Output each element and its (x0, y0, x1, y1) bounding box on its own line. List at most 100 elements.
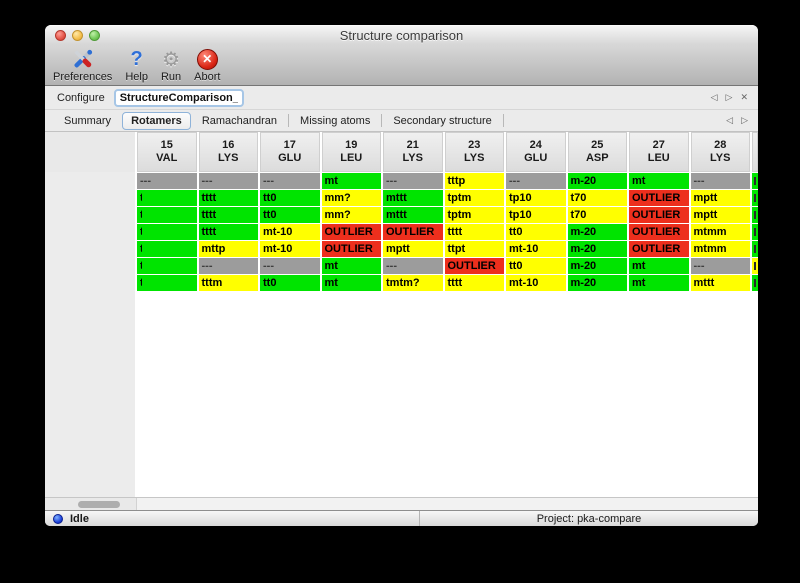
column-header[interactable]: 25 ASP (567, 132, 627, 172)
horizontal-scrollbar[interactable] (45, 497, 758, 510)
rotamer-cell[interactable]: tt0 (506, 224, 566, 240)
rotamer-cell[interactable]: tttm (198, 275, 258, 291)
column-header[interactable]: 19 LEU (321, 132, 381, 172)
rotamer-cell[interactable]: t (137, 224, 197, 240)
rotamer-cell[interactable]: OUTLIER (629, 207, 689, 223)
column-header[interactable]: 24 GLU (506, 132, 566, 172)
rotamer-cell[interactable]: tptm (444, 207, 504, 223)
rotamer-cell[interactable]: ttpt (444, 241, 504, 257)
rotamer-cell[interactable]: tp10 (506, 207, 566, 223)
rotamer-cell[interactable]: OUTLIER (629, 224, 689, 240)
preferences-button[interactable]: Preferences (53, 45, 112, 83)
rotamer-cell[interactable]: t (137, 258, 197, 274)
rotamer-cell[interactable]: tt0 (260, 190, 320, 206)
rotamer-cell[interactable]: --- (198, 173, 258, 189)
rotamer-cell[interactable]: mttt (383, 207, 443, 223)
next-config-icon[interactable]: ▷ (725, 92, 733, 102)
rotamer-cell[interactable]: t (137, 207, 197, 223)
title-bar[interactable]: Structure comparison (45, 25, 758, 45)
column-header[interactable]: 23 LYS (444, 132, 504, 172)
run-button[interactable]: ⚙ Run (161, 45, 181, 84)
rotamer-cell[interactable]: mptt (383, 241, 443, 257)
rotamer-cell[interactable]: OUTLIER (321, 241, 381, 257)
rotamer-cell[interactable]: --- (260, 258, 320, 274)
rotamer-cell[interactable]: --- (137, 173, 197, 189)
rotamer-cell[interactable]: t (137, 275, 197, 291)
rotamer-cell[interactable]: mt-10 (506, 275, 566, 291)
rotamer-cell[interactable]: mt-10 (260, 241, 320, 257)
rotamer-cell[interactable]: --- (198, 258, 258, 274)
rotamer-cell[interactable]: mt (629, 275, 689, 291)
rotamer-cell[interactable]: --- (383, 258, 443, 274)
rotamer-cell[interactable]: mttt (690, 275, 750, 291)
rotamer-cell[interactable]: mptt (690, 207, 750, 223)
rotamer-cell[interactable]: m-20 (567, 241, 627, 257)
rotamer-cell[interactable]: tttt (444, 224, 504, 240)
rotamer-cell[interactable]: mt (321, 275, 381, 291)
minimize-window-button[interactable] (72, 30, 83, 41)
rotamer-cell[interactable]: tttt (198, 207, 258, 223)
help-button[interactable]: ? Help (125, 45, 148, 84)
tab-ramachandran[interactable]: Ramachandran (201, 114, 278, 127)
rotamer-cell[interactable]: mptt (690, 190, 750, 206)
rotamer-cell[interactable]: tttt (444, 275, 504, 291)
scrollbar-thumb[interactable] (78, 501, 120, 508)
rotamer-cell[interactable]: mt (629, 173, 689, 189)
rotamer-cell[interactable]: mtmm (690, 241, 750, 257)
column-header[interactable]: 16 LYS (198, 132, 258, 172)
prev-config-icon[interactable]: ◁ (710, 92, 718, 102)
rotamer-cell[interactable]: mm? (321, 207, 381, 223)
rotamer-cell[interactable]: --- (690, 173, 750, 189)
rotamer-cell[interactable]: --- (260, 173, 320, 189)
rotamer-cell[interactable]: --- (506, 173, 566, 189)
rotamer-cell[interactable]: t (137, 190, 197, 206)
rotamer-cell[interactable]: mt (321, 173, 381, 189)
zoom-window-button[interactable] (89, 30, 100, 41)
rotamer-cell[interactable]: OUTLIER (321, 224, 381, 240)
rotamer-cell[interactable]: m-20 (567, 275, 627, 291)
rotamer-cell[interactable]: OUTLIER (629, 190, 689, 206)
rotamer-cell[interactable]: --- (690, 258, 750, 274)
rotamer-cell[interactable]: tp10 (506, 190, 566, 206)
rotamer-cell[interactable]: mttp (198, 241, 258, 257)
rotamer-cell[interactable]: m-20 (567, 224, 627, 240)
rotamer-cell[interactable]: tttt (198, 190, 258, 206)
column-header[interactable]: 15 VAL (137, 132, 197, 172)
rotamer-cell[interactable]: OUTLIER (629, 241, 689, 257)
prev-tab-icon[interactable]: ◁ (726, 115, 734, 125)
close-config-icon[interactable]: ✕ (740, 92, 748, 102)
rotamer-cell[interactable]: tttp (444, 173, 504, 189)
rotamer-cell[interactable]: mt (629, 258, 689, 274)
rotamer-cell[interactable]: tt0 (260, 275, 320, 291)
tab-secondary-structure[interactable]: Secondary structure (393, 114, 492, 127)
tab-summary[interactable]: Summary (64, 114, 112, 127)
configure-name-input[interactable] (113, 88, 244, 107)
next-tab-icon[interactable]: ▷ (741, 115, 748, 125)
rotamer-cell[interactable]: m-20 (567, 173, 627, 189)
rotamer-cell[interactable]: t (137, 241, 197, 257)
rotamer-cell[interactable]: --- (383, 173, 443, 189)
rotamer-cell[interactable]: mt-10 (506, 241, 566, 257)
rotamer-cell[interactable]: m-20 (567, 258, 627, 274)
rotamer-cell[interactable]: tt0 (260, 207, 320, 223)
rotamer-cell[interactable]: mt-10 (260, 224, 320, 240)
rotamer-cell[interactable]: mt (321, 258, 381, 274)
column-header[interactable]: 28 LYS (690, 132, 750, 172)
abort-button[interactable]: ✕ Abort (194, 45, 220, 83)
rotamer-cell[interactable]: t70 (567, 207, 627, 223)
tab-missing-atoms[interactable]: Missing atoms (300, 114, 371, 127)
rotamer-cell[interactable]: OUTLIER (383, 224, 443, 240)
tab-rotamers[interactable]: Rotamers (122, 111, 191, 130)
close-window-button[interactable] (55, 30, 66, 41)
column-header[interactable]: 17 GLU (260, 132, 320, 172)
rotamer-cell[interactable]: t70 (567, 190, 627, 206)
rotamer-cell[interactable]: mm? (321, 190, 381, 206)
rotamer-cell[interactable]: tt0 (506, 258, 566, 274)
rotamer-cell[interactable]: OUTLIER (444, 258, 504, 274)
rotamer-cell[interactable]: mtmm (690, 224, 750, 240)
rotamer-cell[interactable]: tptm (444, 190, 504, 206)
rotamer-cell[interactable]: mttt (383, 190, 443, 206)
column-header[interactable]: 27 LEU (629, 132, 689, 172)
rotamer-cell[interactable]: tttt (198, 224, 258, 240)
rotamer-cell[interactable]: tmtm? (383, 275, 443, 291)
